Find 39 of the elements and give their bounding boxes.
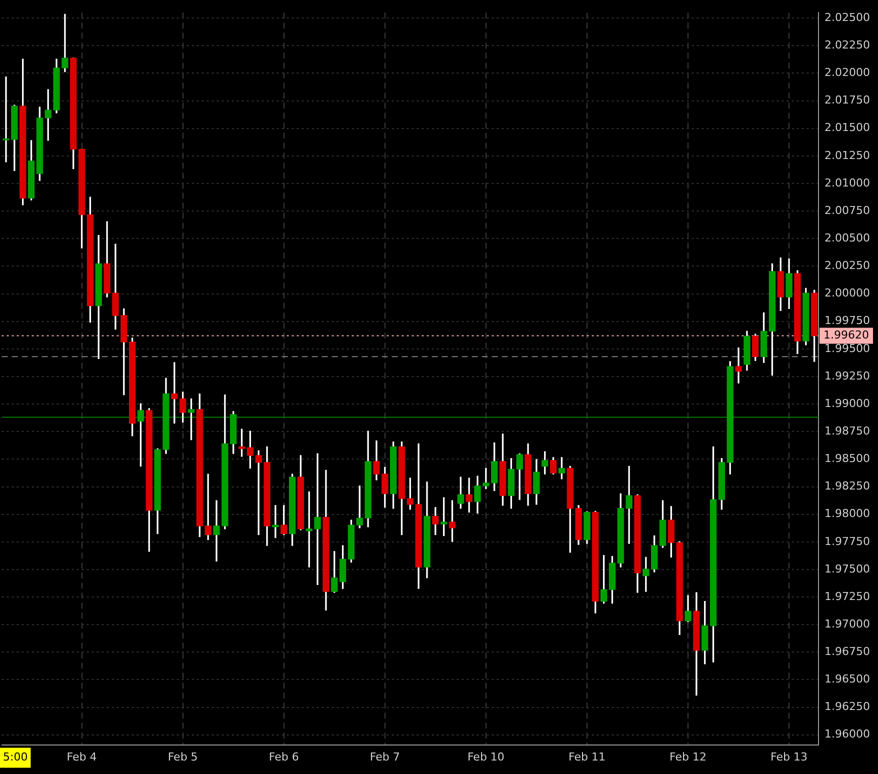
y-tick-label: 1.99750 [824, 314, 870, 328]
y-tick-label: 1.98750 [824, 424, 870, 438]
y-tick-label: 1.97500 [824, 562, 870, 576]
y-tick-label: 1.98000 [824, 507, 870, 520]
y-tick-label: 1.99500 [824, 342, 870, 355]
x-tick-label: Feb 6 [268, 750, 299, 764]
y-tick-label: 2.00250 [824, 259, 870, 272]
x-tick-label: Feb 12 [670, 750, 706, 764]
y-tick-label: 2.02250 [824, 38, 870, 52]
y-tick-label: 2.01250 [824, 148, 870, 162]
y-tick-label: 1.98250 [824, 480, 870, 493]
text: 5:00 [3, 750, 28, 764]
y-tick-label: 2.01000 [824, 176, 870, 190]
y-tick-label: 1.97000 [824, 617, 870, 630]
y-tick-label: 1.97750 [824, 534, 870, 548]
candlestick [272, 505, 279, 538]
y-tick-label: 2.01500 [824, 121, 870, 134]
x-tick-label: Feb 13 [770, 750, 808, 764]
y-tick-label: 1.98500 [824, 452, 870, 466]
y-tick-label: 2.00000 [824, 286, 870, 300]
x-tick-label: Feb 7 [370, 750, 400, 764]
x-tick-label: Feb 4 [66, 750, 97, 764]
y-tick-label: 1.96750 [824, 645, 870, 658]
y-tick-label: 2.00500 [824, 232, 870, 245]
x-tick-label: Feb 10 [467, 750, 504, 764]
y-tick-label: 1.99250 [824, 369, 870, 382]
y-tick-label: 2.02500 [824, 10, 870, 24]
y-tick-label: 1.96250 [824, 700, 870, 714]
ref-line-label: 1.99620 [824, 328, 870, 342]
y-tick-label: 1.96500 [824, 672, 870, 686]
x-tick-label: Feb 5 [168, 750, 198, 764]
y-tick-label: 2.01750 [824, 94, 870, 107]
y-tick-label: 2.02000 [824, 66, 870, 80]
y-tick-label: 1.99000 [824, 396, 870, 410]
y-tick-label: 1.96000 [824, 728, 870, 741]
y-tick-label: 1.97250 [824, 590, 870, 603]
x-tick-label: Feb 11 [568, 750, 606, 764]
candlestick [735, 347, 742, 384]
y-tick-label: 2.00750 [824, 204, 870, 217]
